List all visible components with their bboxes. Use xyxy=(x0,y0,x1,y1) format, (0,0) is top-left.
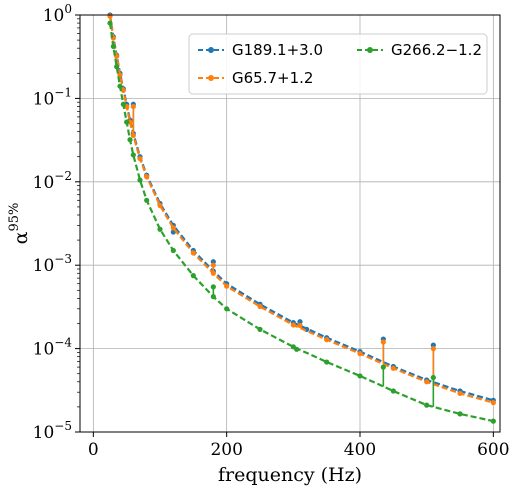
data-point xyxy=(390,388,396,394)
data-point xyxy=(137,155,143,162)
peak-point xyxy=(130,103,136,110)
data-point xyxy=(120,101,126,107)
x-tick-label: 0 xyxy=(88,440,99,460)
data-point xyxy=(110,43,116,50)
peak-point xyxy=(297,322,303,328)
data-point xyxy=(157,226,163,232)
data-point xyxy=(324,359,330,365)
data-point xyxy=(357,351,363,357)
series-line xyxy=(108,15,494,404)
data-point xyxy=(107,13,113,19)
legend-label: G266.2−1.2 xyxy=(391,41,482,59)
x-tick-label: 200 xyxy=(210,440,242,460)
data-point xyxy=(424,402,430,408)
peak-point xyxy=(430,374,436,381)
data-point xyxy=(144,174,150,180)
legend-marker xyxy=(208,47,214,53)
data-point xyxy=(120,87,126,93)
data-point xyxy=(190,250,196,256)
data-point xyxy=(457,411,463,417)
legend-label: G189.1+3.0 xyxy=(232,41,323,59)
peak-point xyxy=(210,262,216,268)
y-axis-label-symbol: α xyxy=(10,231,32,244)
legend-label: G65.7+1.2 xyxy=(232,69,313,87)
y-tick-label: 10−3 xyxy=(33,252,72,276)
data-point xyxy=(170,247,176,254)
data-point xyxy=(107,20,113,26)
peak-point xyxy=(294,346,300,352)
legend-box xyxy=(188,33,488,95)
data-point xyxy=(357,373,363,379)
data-point xyxy=(127,137,133,143)
peak-point xyxy=(380,364,386,370)
y-tick-label: 100 xyxy=(43,2,72,26)
x-tick-label: 400 xyxy=(344,440,376,460)
data-point xyxy=(114,64,120,70)
legend-marker xyxy=(367,47,373,53)
svg-text:α95%: α95% xyxy=(7,203,32,245)
data-point xyxy=(190,273,196,279)
data-point xyxy=(137,177,143,183)
data-point xyxy=(290,322,296,328)
x-tick-label: 600 xyxy=(477,440,509,460)
y-tick-label: 10−5 xyxy=(33,419,72,443)
data-point xyxy=(144,197,150,203)
peak-point xyxy=(380,339,386,345)
data-point xyxy=(490,418,496,424)
data-point xyxy=(324,337,330,343)
data-point xyxy=(124,119,130,125)
peak-point xyxy=(297,319,303,325)
data-point xyxy=(390,365,396,371)
data-point xyxy=(424,379,430,385)
y-axis-label: α95% xyxy=(7,203,32,245)
data-point xyxy=(257,303,263,310)
data-point xyxy=(257,326,263,332)
y-tick-label: 10−2 xyxy=(33,169,72,193)
peak-point xyxy=(210,284,216,290)
data-point xyxy=(224,306,230,312)
y-tick-label: 10−1 xyxy=(33,85,72,109)
legend-marker xyxy=(208,75,214,81)
plot-frame xyxy=(79,14,501,433)
axis-ticks: 0 200 400 600 10−5 10−4 10−3 10−2 10−1 100 xyxy=(33,2,510,460)
y-tick-label: 10−4 xyxy=(33,336,73,360)
legend: G189.1+3.0 G65.7+1.2 G266.2−1.2 xyxy=(188,33,488,95)
data-point xyxy=(490,400,496,406)
peak-point xyxy=(430,346,436,352)
y-axis-label-superscript: 95% xyxy=(7,203,22,232)
data-point xyxy=(117,83,123,89)
data-point xyxy=(224,283,230,289)
series-layer xyxy=(107,12,496,424)
data-point xyxy=(457,390,463,397)
x-axis-label: frequency (Hz) xyxy=(218,464,362,486)
data-point xyxy=(130,152,136,158)
data-point xyxy=(170,225,176,231)
data-point xyxy=(157,202,163,209)
